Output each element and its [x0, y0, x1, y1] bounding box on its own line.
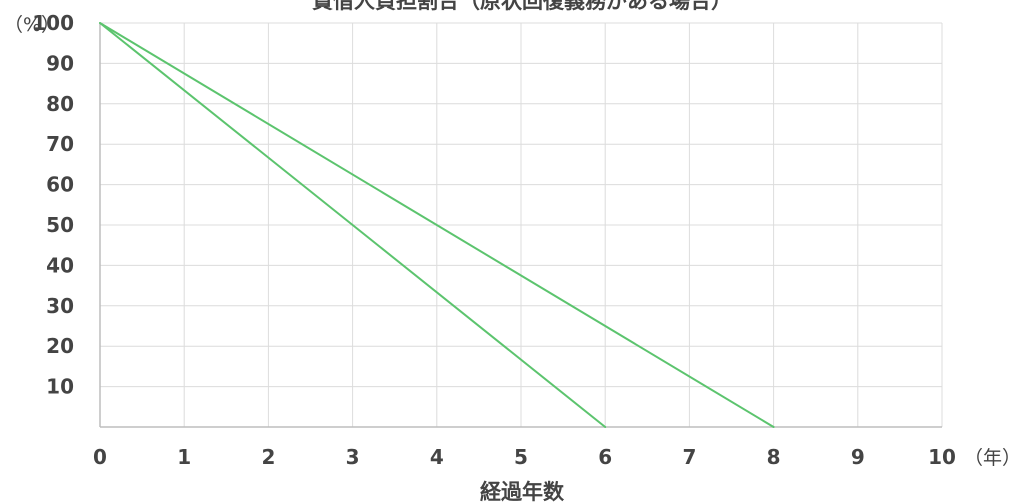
x-tick-label: 10: [928, 445, 956, 469]
series-line-1: [99, 22, 607, 428]
y-tick-label: 30: [46, 294, 74, 318]
grid: [100, 22, 943, 427]
y-tick-label: 80: [46, 92, 74, 116]
y-tick-label: 40: [46, 253, 74, 277]
y-tick-label: 50: [46, 213, 74, 237]
x-tick-label: 4: [430, 445, 444, 469]
x-tick-label: 6: [598, 445, 612, 469]
y-tick-label: 100: [32, 11, 74, 35]
y-tick-label: 60: [46, 173, 74, 197]
tick-labels: 0 1 2 3 4 5 6 7 8 9 10 10 20 30 40 50 60 70 80 90 100: [32, 11, 956, 469]
y-tick-label: 70: [46, 132, 74, 156]
x-tick-label: 2: [261, 445, 275, 469]
axes: [99, 23, 942, 428]
x-tick-label: 8: [767, 445, 781, 469]
x-tick-label: 9: [851, 445, 865, 469]
x-tick-label: 1: [177, 445, 191, 469]
chart-title: 賃借人負担割合（原状回復義務がある場合）: [311, 0, 732, 13]
y-tick-label: 90: [46, 51, 74, 75]
x-tick-label: 7: [682, 445, 696, 469]
x-tick-label: 0: [93, 445, 107, 469]
x-axis-title: 経過年数: [480, 480, 565, 503]
y-tick-label: 10: [46, 375, 74, 399]
y-tick-label: 20: [46, 334, 74, 358]
x-tick-label: 3: [346, 445, 360, 469]
x-tick-label: 5: [514, 445, 528, 469]
series-line-2: [99, 22, 775, 428]
y-unit-label: （%）: [4, 14, 60, 36]
series-lines: [99, 22, 775, 428]
x-unit-label: （年）: [964, 447, 1019, 469]
